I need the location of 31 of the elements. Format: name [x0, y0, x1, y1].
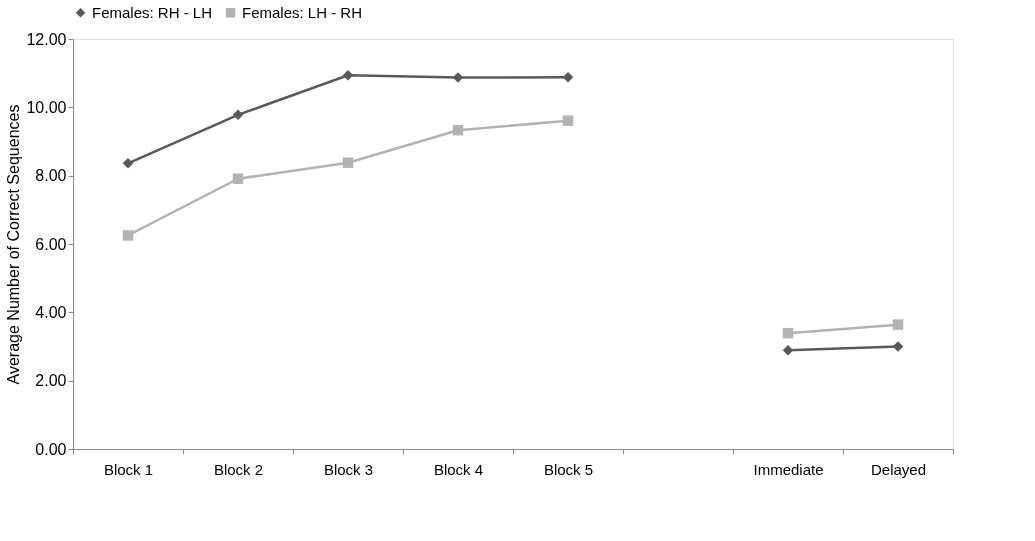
- y-tick-label: 2.00: [35, 372, 67, 390]
- point: [452, 72, 464, 83]
- y-tick-label: 6.00: [35, 235, 67, 253]
- point: [232, 173, 244, 184]
- x-tick-label: Block 2: [213, 460, 264, 478]
- point: [892, 341, 904, 352]
- y-tick-label: 4.00: [35, 303, 67, 321]
- point: [342, 157, 354, 168]
- x-tick-label: Block 4: [433, 460, 484, 478]
- legend-label: Females: LH - RH: [242, 3, 363, 21]
- y-tick-label: 10.00: [26, 98, 67, 116]
- point: [342, 69, 354, 81]
- x-tick-label: Delayed: [870, 460, 927, 478]
- point: [562, 115, 574, 126]
- x-tick-label: Immediate: [753, 460, 824, 478]
- point: [232, 109, 244, 121]
- x-tick-label: Block 3: [323, 460, 374, 478]
- point: [122, 230, 134, 241]
- point: [562, 72, 574, 83]
- x-tick-label: Block 1: [103, 460, 154, 478]
- legend-label: Females: RH - LH: [92, 3, 213, 21]
- y-tick-label: 12.00: [26, 30, 67, 48]
- y-tick-label: 8.00: [35, 167, 67, 185]
- y-tick-label: 0.00: [35, 440, 67, 458]
- point: [892, 319, 904, 330]
- y-axis-title: Average Number of Correct Sequences: [5, 104, 23, 385]
- point: [452, 124, 464, 136]
- point: [782, 345, 794, 356]
- point: [122, 158, 134, 169]
- x-tick-label: Block 5: [543, 460, 594, 478]
- point: [782, 327, 794, 339]
